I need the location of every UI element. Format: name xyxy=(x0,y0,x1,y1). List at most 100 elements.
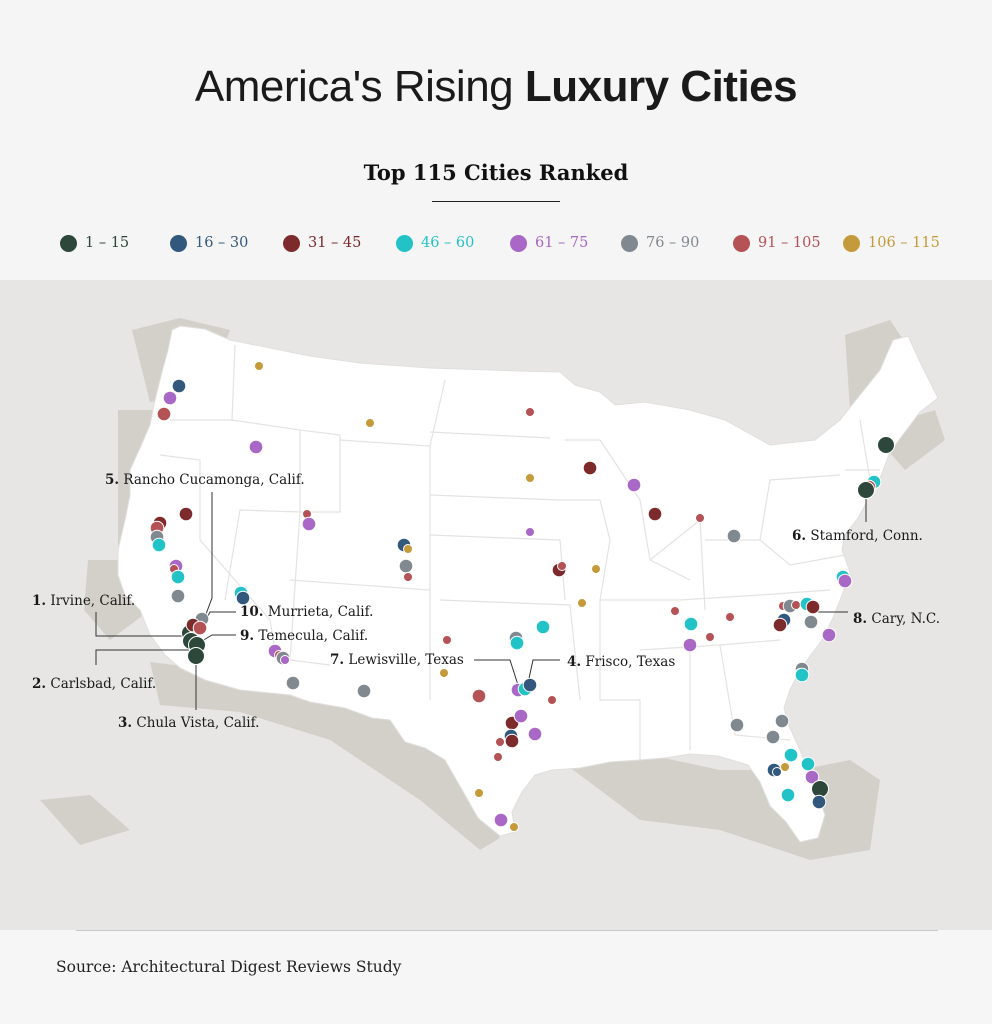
legend-item-91-105: 91 – 105 xyxy=(733,232,821,254)
city-marker xyxy=(525,527,535,537)
subtitle-underline xyxy=(432,201,560,202)
city-marker xyxy=(493,812,509,828)
label-murrieta: 10. Murrieta, Calif. xyxy=(240,604,373,620)
city-marker xyxy=(695,513,705,523)
city-marker xyxy=(248,439,264,455)
legend-dot xyxy=(510,234,527,252)
city-marker xyxy=(670,606,680,616)
city-marker xyxy=(804,769,820,785)
header: America's Rising Luxury Cities Top 115 C… xyxy=(0,0,992,280)
city-marker xyxy=(398,558,414,574)
city-marker xyxy=(857,481,875,499)
legend-dot xyxy=(843,234,860,252)
legend-item-1-15: 1 – 15 xyxy=(60,232,129,254)
city-marker xyxy=(356,683,372,699)
label-rancho-cucamonga: 5. Rancho Cucamonga, Calif. xyxy=(105,472,305,488)
city-marker xyxy=(522,677,538,693)
city-marker xyxy=(772,617,788,633)
city-marker xyxy=(495,737,505,747)
city-marker xyxy=(582,460,598,476)
city-marker xyxy=(280,655,290,665)
city-marker xyxy=(591,564,601,574)
city-marker xyxy=(365,418,375,428)
city-marker xyxy=(403,572,413,582)
label-temecula: 9. Temecula, Calif. xyxy=(240,628,368,644)
city-marker xyxy=(254,361,264,371)
city-marker xyxy=(772,767,782,777)
city-marker xyxy=(805,599,821,615)
page-title: America's Rising Luxury Cities xyxy=(0,62,992,112)
legend-label: 61 – 75 xyxy=(535,235,589,251)
city-marker xyxy=(156,406,172,422)
city-marker xyxy=(794,667,810,683)
city-marker xyxy=(442,635,452,645)
city-marker xyxy=(178,506,194,522)
city-marker xyxy=(547,695,557,705)
legend-label: 31 – 45 xyxy=(308,235,362,251)
legend-dot xyxy=(621,234,638,252)
label-frisco: 4. Frisco, Texas xyxy=(567,654,675,670)
subtitle: Top 115 Cities Ranked xyxy=(363,160,629,185)
city-marker xyxy=(705,632,715,642)
legend-label: 91 – 105 xyxy=(758,235,821,251)
legend-label: 1 – 15 xyxy=(85,235,130,251)
legend-label: 106 – 115 xyxy=(868,235,940,251)
city-marker xyxy=(811,794,827,810)
legend-item-61-75: 61 – 75 xyxy=(510,232,588,254)
city-marker xyxy=(726,528,742,544)
city-labels: 5. Rancho Cucamonga, Calif. 1. Irvine, C… xyxy=(32,472,940,731)
city-marker xyxy=(535,619,551,635)
city-marker xyxy=(626,477,642,493)
city-marker xyxy=(525,473,535,483)
city-marker xyxy=(683,616,699,632)
city-markers xyxy=(149,361,895,832)
legend-dot xyxy=(60,234,77,252)
city-marker xyxy=(285,675,301,691)
footer-divider xyxy=(76,930,938,931)
city-marker xyxy=(729,717,745,733)
city-marker xyxy=(647,506,663,522)
city-marker xyxy=(557,561,567,571)
city-marker xyxy=(525,407,535,417)
legend-item-106-115: 106 – 115 xyxy=(843,232,940,254)
city-marker xyxy=(151,537,167,553)
city-marker xyxy=(170,588,186,604)
legend-item-16-30: 16 – 30 xyxy=(170,232,248,254)
city-marker xyxy=(800,756,816,772)
label-chula-vista: 3. Chula Vista, Calif. xyxy=(118,715,259,731)
city-marker xyxy=(162,390,178,406)
legend-dot xyxy=(396,234,413,252)
legend-label: 76 – 90 xyxy=(646,235,700,251)
city-marker xyxy=(821,627,837,643)
city-marker xyxy=(780,762,790,772)
leader-1 xyxy=(95,612,190,637)
label-stamford: 6. Stamford, Conn. xyxy=(792,528,923,544)
legend-dot xyxy=(733,234,750,252)
city-marker xyxy=(527,726,543,742)
title-light: America's Rising xyxy=(194,62,525,111)
leader-9 xyxy=(201,634,236,642)
city-marker xyxy=(877,436,895,454)
legend-dot xyxy=(170,234,187,252)
state-borders xyxy=(159,344,880,760)
label-carlsbad: 2. Carlsbad, Calif. xyxy=(32,676,156,692)
city-marker xyxy=(504,733,520,749)
source-note: Source: Architectural Digest Reviews Stu… xyxy=(56,958,402,976)
city-marker xyxy=(803,614,819,630)
us-map: 5. Rancho Cucamonga, Calif. 1. Irvine, C… xyxy=(32,318,945,860)
city-marker xyxy=(837,573,853,589)
legend-item-46-60: 46 – 60 xyxy=(396,232,474,254)
city-marker xyxy=(187,647,205,665)
city-marker xyxy=(192,620,208,636)
city-marker xyxy=(783,747,799,763)
map-panel: 5. Rancho Cucamonga, Calif. 1. Irvine, C… xyxy=(0,280,992,930)
city-marker xyxy=(780,787,796,803)
legend-item-31-45: 31 – 45 xyxy=(283,232,361,254)
label-lewisville: 7. Lewisville, Texas xyxy=(330,652,464,668)
city-marker xyxy=(765,729,781,745)
footer xyxy=(0,930,992,1024)
label-irvine: 1. Irvine, Calif. xyxy=(32,593,135,609)
city-marker xyxy=(439,668,449,678)
city-marker xyxy=(791,600,801,610)
city-marker xyxy=(682,637,698,653)
